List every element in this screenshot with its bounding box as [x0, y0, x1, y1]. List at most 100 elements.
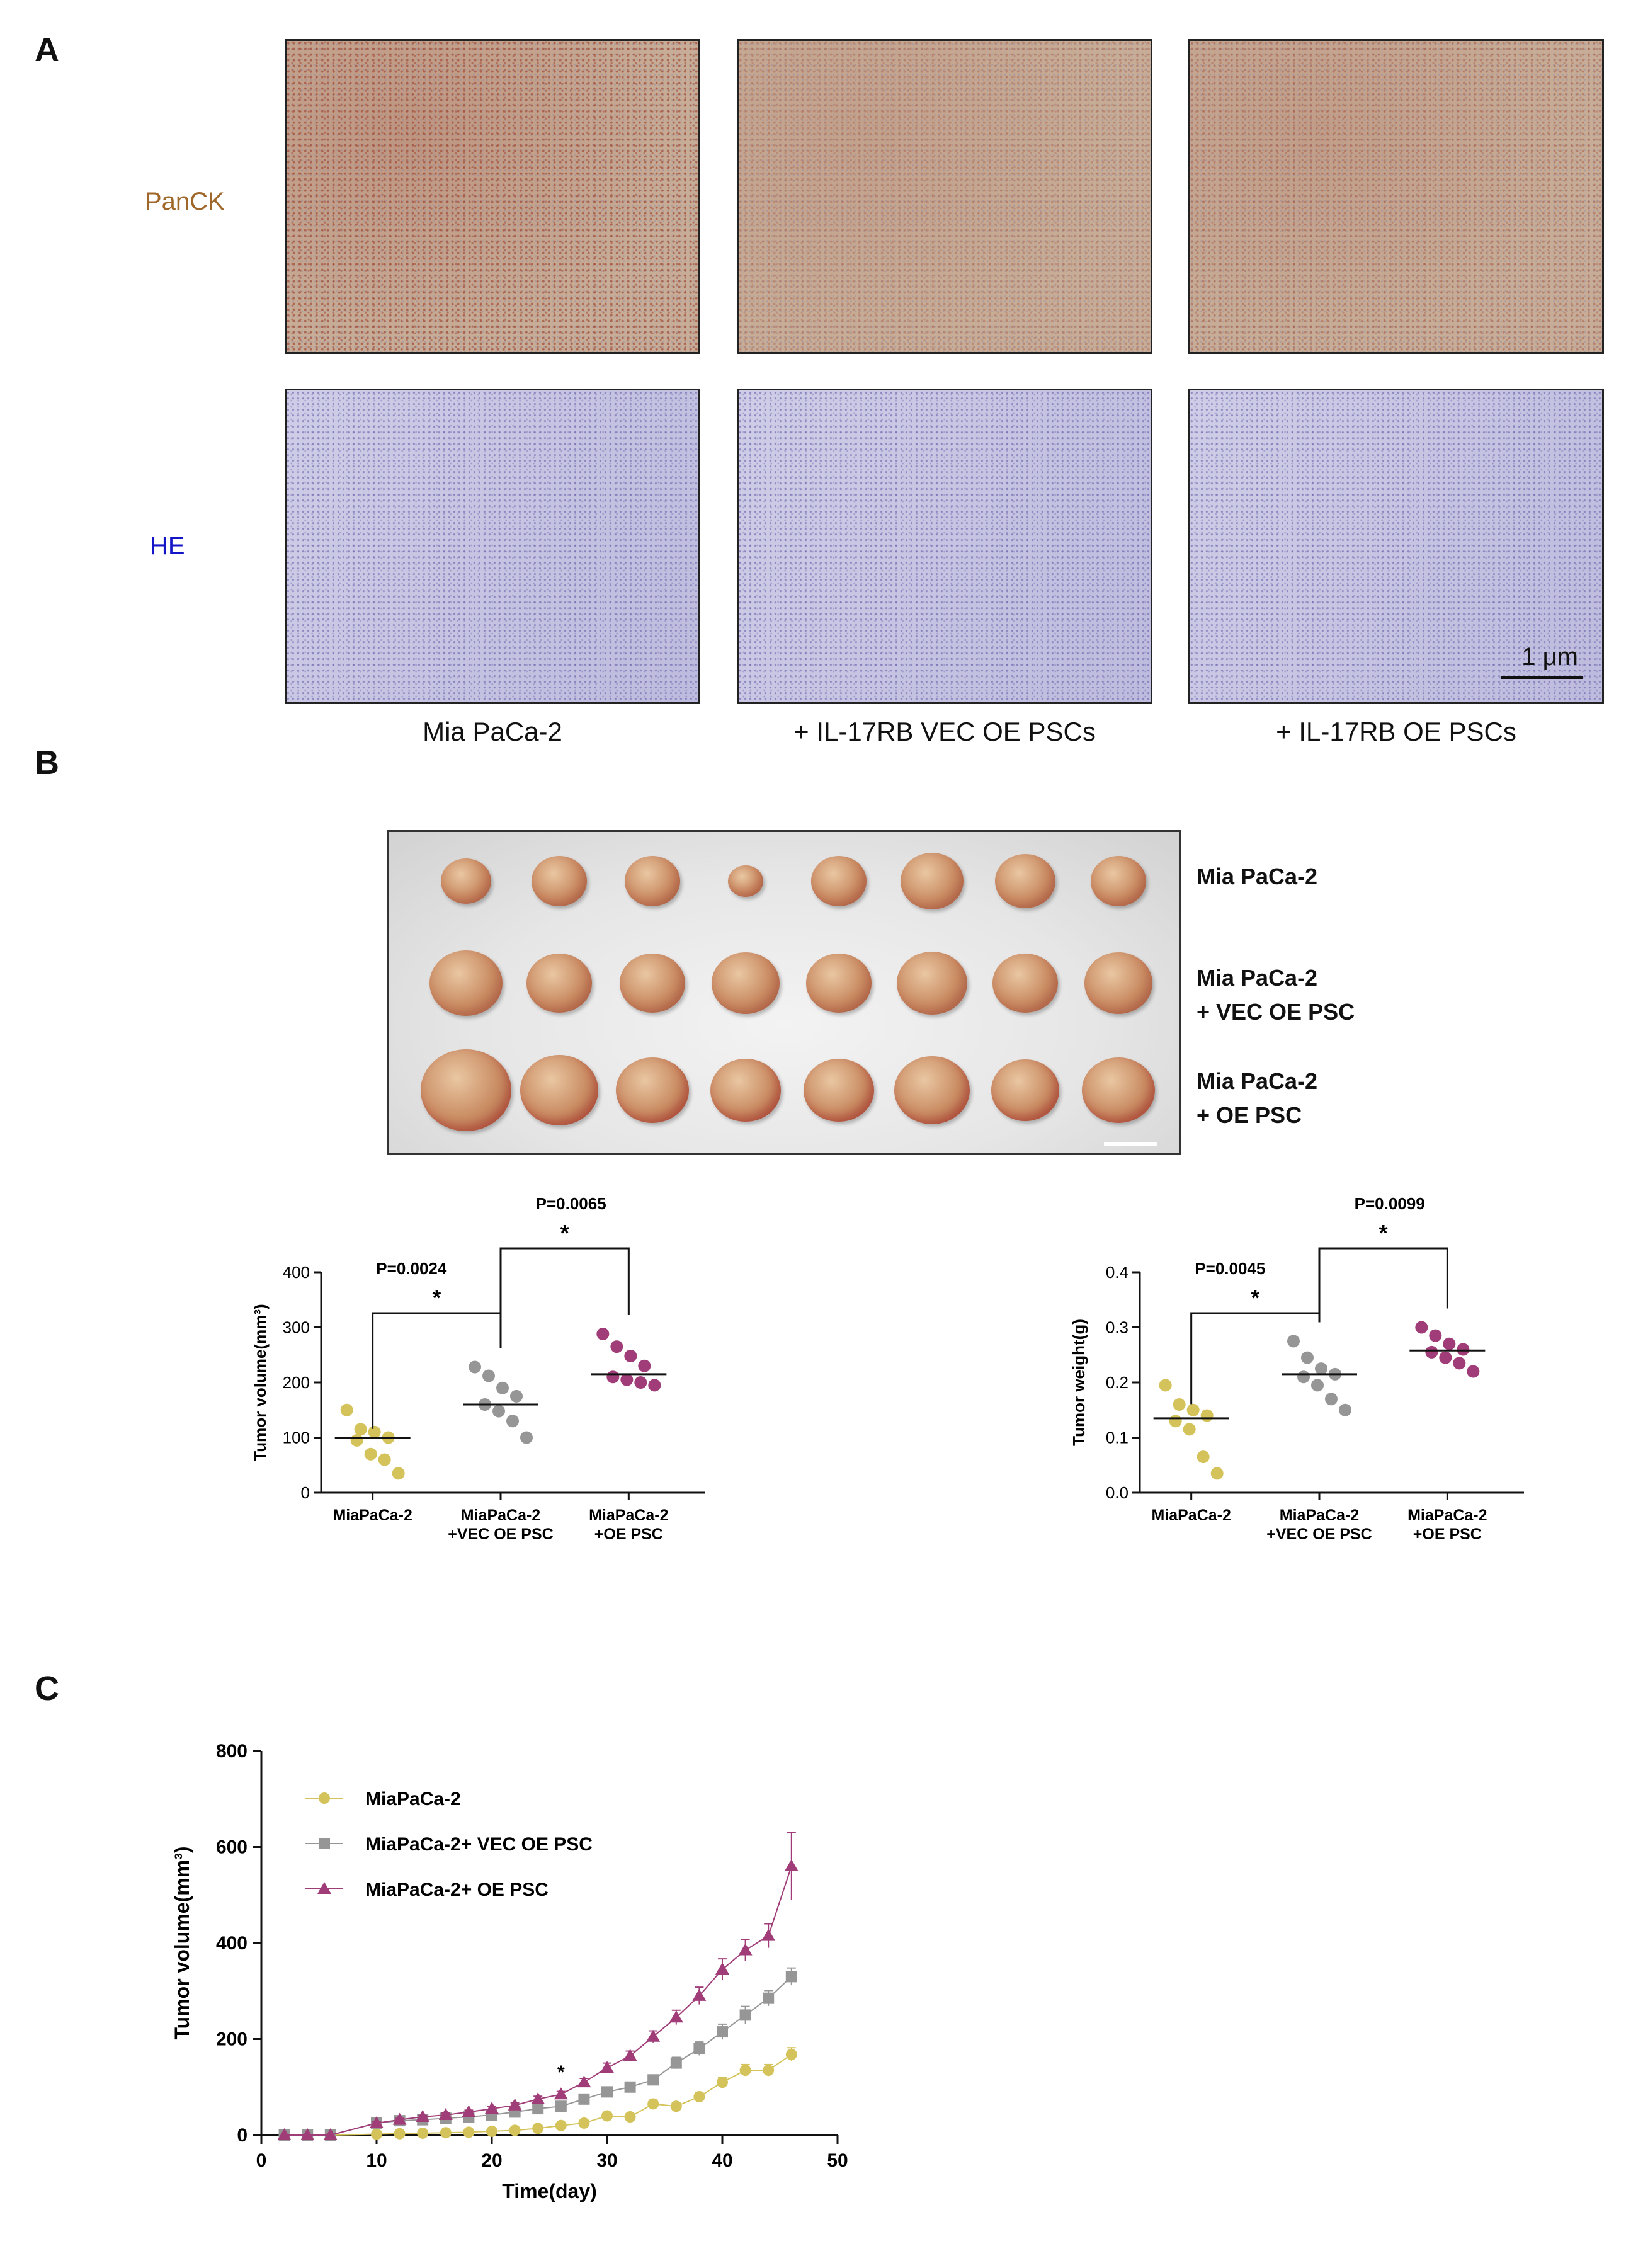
data-point: [1453, 1357, 1466, 1370]
data-point: [392, 1467, 405, 1480]
y-tick-label: 0.1: [1106, 1428, 1128, 1447]
data-point: [648, 1379, 661, 1392]
y-tick-label: 0.2: [1106, 1373, 1128, 1392]
data-point: [532, 2123, 544, 2134]
data-point: [555, 2119, 567, 2131]
significance-star: *: [560, 1220, 569, 1246]
data-point: [323, 2128, 338, 2140]
significance-star: *: [1251, 1285, 1259, 1311]
data-point: [638, 1359, 651, 1372]
column-label-mia: Mia PaCa-2: [423, 717, 562, 746]
scale-bar-label: 1 μm: [1521, 643, 1578, 671]
tumor-specimen: [526, 954, 592, 1013]
y-axis-title: Tumor volume(mm³): [251, 1304, 270, 1461]
data-point: [761, 1929, 776, 1941]
tumor-specimen: [620, 954, 685, 1013]
tumor-specimen: [894, 1056, 970, 1124]
tumor-specimen: [532, 856, 587, 906]
legend-label: MiaPaCa-2: [365, 1789, 461, 1809]
panel-label-c: C: [35, 1670, 59, 1707]
photo-label-vec: Mia PaCa-2 + VEC OE PSC: [1197, 965, 1355, 1025]
micrograph-panck-vec: [737, 39, 1152, 354]
data-point: [371, 2128, 382, 2140]
data-point: [506, 1415, 519, 1428]
legend-marker: [317, 1882, 331, 1894]
series-line: [284, 1866, 792, 2136]
legend-marker: [319, 1792, 330, 1804]
row-label-panck: PanCK: [145, 188, 225, 215]
data-point: [784, 1859, 799, 1871]
x-tick-label: 50: [827, 2150, 848, 2171]
data-point: [693, 2043, 705, 2054]
data-point: [378, 1453, 391, 1466]
y-tick-label: 0: [301, 1483, 310, 1502]
y-tick-label: 0.4: [1106, 1263, 1128, 1282]
tumor-specimen: [710, 1058, 781, 1122]
photo-label-mia: Mia PaCa-2: [1197, 863, 1318, 889]
data-point: [469, 1360, 481, 1374]
data-point: [763, 2065, 775, 2077]
data-point: [1210, 1467, 1224, 1480]
x-tick-label: MiaPaCa-2: [1280, 1507, 1359, 1524]
tumor-specimen: [625, 856, 680, 906]
legend-marker: [319, 1838, 330, 1849]
data-point: [785, 2048, 797, 2060]
data-point: [738, 1943, 753, 1956]
data-point: [364, 1447, 377, 1461]
data-point: [763, 1992, 775, 2004]
data-point: [555, 2100, 567, 2112]
tumor-specimen: [1084, 952, 1152, 1014]
data-point: [785, 1971, 797, 1983]
data-point: [634, 1376, 647, 1389]
data-point: [717, 2077, 728, 2088]
data-point: [670, 2057, 682, 2069]
data-point: [601, 2110, 613, 2122]
data-point: [647, 2074, 659, 2086]
data-point: [1425, 1345, 1438, 1359]
x-tick-label: 0: [256, 2150, 267, 2171]
photo-label-oe: Mia PaCa-2 + OE PSC: [1197, 1068, 1318, 1128]
significance-bracket: [372, 1312, 502, 1429]
data-point: [1197, 1450, 1210, 1464]
data-point: [520, 1431, 533, 1444]
data-point: [1443, 1337, 1456, 1350]
data-point: [715, 1962, 729, 1975]
data-point: [624, 2111, 636, 2123]
data-point: [1311, 1379, 1324, 1392]
photo-scale-bar: [1104, 1142, 1157, 1146]
data-point: [277, 2128, 292, 2140]
column-label-vec: + IL-17RB VEC OE PSCs: [793, 717, 1096, 746]
x-tick-label: MiaPaCa-2: [589, 1507, 668, 1524]
tumor-specimen: [991, 1059, 1059, 1121]
data-point: [1467, 1365, 1480, 1378]
data-point: [463, 2126, 475, 2138]
data-point: [1297, 1370, 1310, 1384]
data-point: [554, 2087, 568, 2100]
x-tick-label: +OE PSC: [1413, 1525, 1482, 1543]
data-point: [693, 2091, 705, 2102]
data-point: [1200, 1409, 1214, 1422]
column-label-oe: + IL-17RB OE PSCs: [1276, 717, 1516, 746]
tumor-specimen: [1082, 1057, 1155, 1124]
y-tick-label: 0.0: [1106, 1483, 1128, 1502]
panel-label-b: B: [35, 744, 59, 782]
y-axis-title: Tumor weight(g): [1069, 1319, 1088, 1446]
legend-label: MiaPaCa-2+ OE PSC: [365, 1879, 549, 1900]
y-tick-label: 400: [283, 1263, 310, 1282]
data-point: [485, 2102, 499, 2114]
tumor-specimen: [616, 1057, 689, 1124]
x-tick-label: +OE PSC: [594, 1525, 663, 1543]
data-point: [350, 1433, 363, 1447]
micrograph-panck-oe: [1188, 39, 1604, 354]
x-tick-label: +VEC OE PSC: [1266, 1525, 1372, 1543]
tumor-growth-line-chart: 0 200 400 600 800 0 10 20 30 40 50 Time(day) Tumor v…: [171, 1741, 848, 2202]
data-point: [1325, 1393, 1338, 1406]
tumor-specimen: [520, 1055, 598, 1125]
y-tick-label: 400: [216, 1933, 247, 1954]
tumor-specimen: [804, 1058, 874, 1122]
x-tick-label: MiaPaCa-2: [1407, 1507, 1487, 1524]
data-point: [601, 2086, 613, 2098]
row-label-he: HE: [150, 532, 185, 560]
x-tick-label: 20: [481, 2150, 502, 2171]
data-point: [417, 2127, 429, 2139]
